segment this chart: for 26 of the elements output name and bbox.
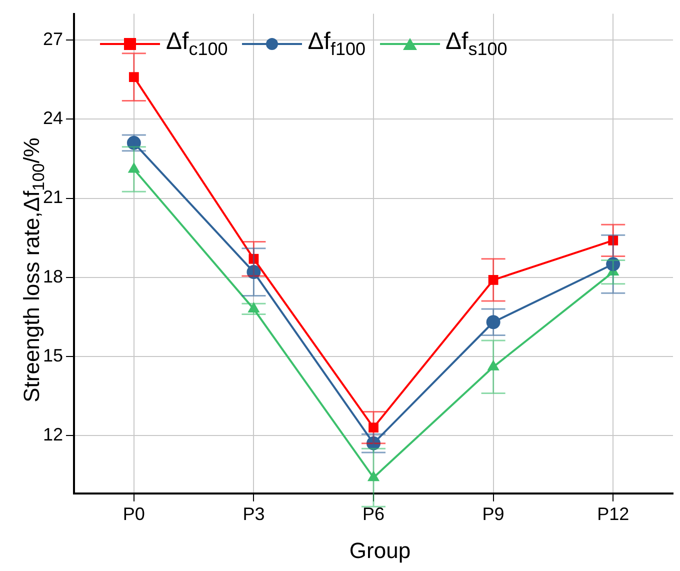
point <box>367 470 380 482</box>
legend-label: Δf$_{f100}$ <box>308 28 366 60</box>
point <box>126 136 141 150</box>
point <box>606 257 620 272</box>
y-tick-label: 18 <box>42 266 64 286</box>
point <box>128 72 139 82</box>
x-axis-title: Group <box>349 538 411 564</box>
legend-label: Δf$_{s100}$ <box>446 28 508 60</box>
x-tick-label: P3 <box>242 504 265 524</box>
y-tick-label: 24 <box>42 108 64 128</box>
y-tick-label: 12 <box>42 424 64 444</box>
x-tick-label: P0 <box>122 504 145 524</box>
point <box>488 275 498 285</box>
point <box>486 315 500 330</box>
legend-label: Δf$_{c100}$ <box>166 28 228 60</box>
y-tick-label: 21 <box>42 187 64 208</box>
point <box>248 254 259 264</box>
x-tick-label: P9 <box>482 504 504 524</box>
point <box>246 265 261 280</box>
point <box>368 422 378 432</box>
y-tick-label: 27 <box>42 29 64 50</box>
y-tick-label: 15 <box>42 345 64 366</box>
x-tick-label: P6 <box>362 504 385 524</box>
point <box>608 235 618 246</box>
point <box>366 436 381 450</box>
x-tick-label: P12 <box>597 504 630 524</box>
